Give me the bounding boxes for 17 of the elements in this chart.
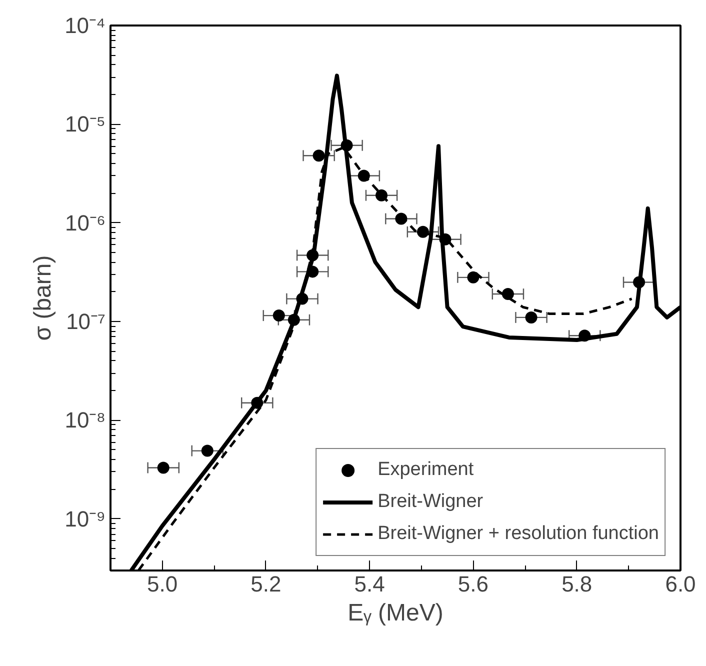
y-tick-label: 10⁻⁴ [64,13,106,38]
y-axis-title: σ (barn) [30,255,57,341]
x-tick-label: 5.8 [562,572,592,596]
x-tick-label: 5.2 [250,572,282,596]
legend-label: Experiment [378,458,474,482]
legend-label: Breit-Wigner + resolution function [378,522,659,546]
y-tick-label: 10⁻⁶ [64,210,106,236]
x-tick-label: 5.4 [354,572,385,596]
y-tick-label: 10⁻⁷ [66,309,106,334]
x-tick-label: 5.0 [147,572,178,596]
x-tick-label: 6.0 [665,572,696,596]
x-tick-label: 5.6 [458,572,489,596]
y-tick-label: 10⁻⁵ [64,112,106,137]
y-tick-label: 10⁻⁸ [64,408,106,433]
x-axis-title: Eᵧ (MeV) [348,600,444,626]
legend-label: Breit-Wigner [378,490,484,514]
y-tick-label: 10⁻⁹ [64,506,106,532]
